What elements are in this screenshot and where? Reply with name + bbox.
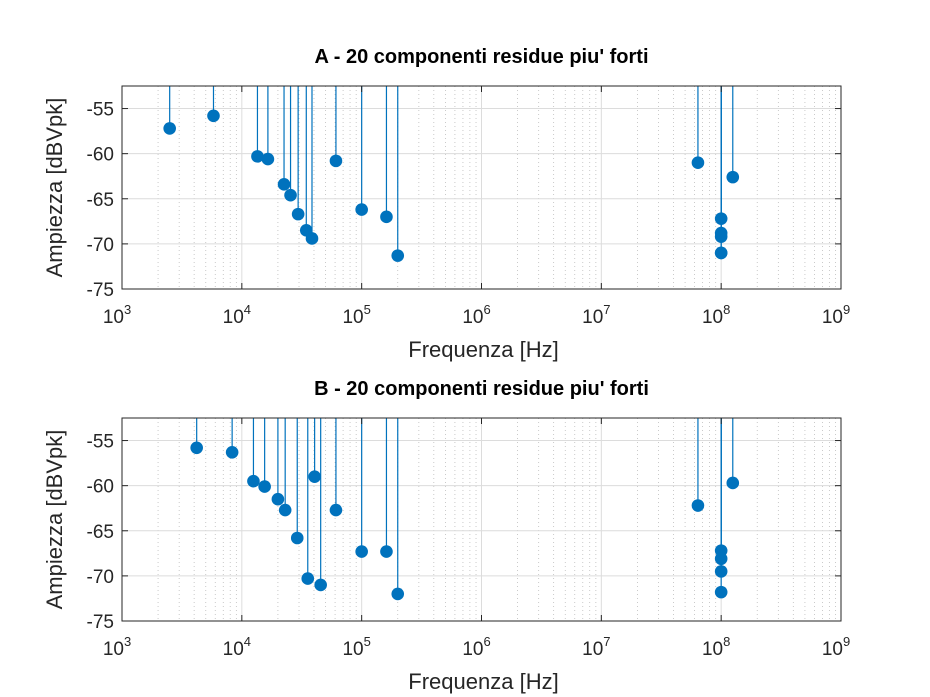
x-tick-label: 107 bbox=[582, 302, 610, 328]
x-tick-label: 109 bbox=[822, 302, 850, 328]
x-tick-label: 108 bbox=[702, 302, 730, 328]
data-point bbox=[163, 122, 176, 135]
data-point bbox=[726, 170, 740, 184]
chart-title: B - 20 componenti residue piu' forti bbox=[314, 378, 649, 400]
x-tick-label: 107 bbox=[582, 634, 610, 660]
data-series bbox=[190, 418, 740, 601]
data-point bbox=[290, 531, 304, 545]
data-point bbox=[251, 150, 264, 163]
y-axis-label: Ampiezza [dBVpk] bbox=[42, 98, 67, 278]
data-point bbox=[714, 585, 728, 599]
data-point bbox=[190, 441, 203, 455]
y-tick-label: -60 bbox=[87, 145, 114, 166]
y-tick-label: -65 bbox=[87, 522, 114, 543]
x-tick-label: 103 bbox=[103, 634, 131, 660]
data-point bbox=[391, 249, 405, 262]
data-point bbox=[355, 545, 368, 558]
data-point bbox=[314, 578, 327, 592]
y-tick-label: -65 bbox=[87, 190, 114, 211]
x-tick-label: 104 bbox=[223, 634, 251, 660]
y-tick-label: -55 bbox=[87, 100, 114, 121]
chart-title: A - 20 componenti residue piu' forti bbox=[314, 46, 648, 68]
data-point bbox=[329, 154, 343, 168]
data-point bbox=[380, 545, 393, 558]
y-tick-label: -70 bbox=[87, 235, 114, 256]
y-tick-label: -60 bbox=[87, 477, 114, 498]
panel-b: B - 20 componenti residue piu' forti -75 -… bbox=[42, 378, 850, 694]
data-point bbox=[301, 572, 315, 585]
data-point bbox=[278, 503, 292, 517]
data-point bbox=[225, 445, 239, 459]
data-point bbox=[691, 156, 705, 169]
data-point bbox=[391, 587, 405, 601]
data-point bbox=[726, 476, 740, 490]
y-tick-label: -55 bbox=[87, 432, 114, 453]
x-axis-label: Frequenza [Hz] bbox=[408, 337, 558, 362]
data-point bbox=[284, 188, 297, 202]
y-tick-label: -75 bbox=[87, 612, 114, 633]
y-axis-label: Ampiezza [dBVpk] bbox=[42, 430, 67, 610]
x-tick-label: 104 bbox=[223, 302, 251, 328]
data-point bbox=[329, 503, 343, 517]
data-point bbox=[308, 470, 321, 483]
data-point bbox=[258, 480, 271, 493]
y-tick-label: -70 bbox=[87, 567, 114, 588]
data-point bbox=[247, 474, 260, 488]
x-axis-label: Frequenza [Hz] bbox=[408, 669, 558, 694]
y-tick-label: -75 bbox=[87, 280, 114, 301]
data-series bbox=[163, 86, 740, 262]
x-tick-label: 105 bbox=[342, 302, 370, 328]
data-point bbox=[355, 203, 368, 216]
data-point bbox=[261, 152, 275, 166]
data-point bbox=[277, 178, 291, 191]
data-point bbox=[271, 492, 285, 506]
data-point bbox=[305, 232, 319, 245]
x-tick-label: 108 bbox=[702, 634, 730, 660]
panel-a: A - 20 componenti residue piu' forti -75 -… bbox=[42, 46, 850, 362]
x-tick-label: 106 bbox=[462, 302, 490, 328]
data-point bbox=[691, 499, 705, 512]
data-point bbox=[380, 210, 393, 224]
x-tick-label: 105 bbox=[342, 634, 370, 660]
data-point bbox=[291, 207, 305, 221]
x-tick-label: 109 bbox=[822, 634, 850, 660]
data-point bbox=[207, 109, 220, 123]
x-tick-label: 103 bbox=[103, 302, 131, 328]
data-point bbox=[714, 246, 728, 260]
x-tick-label: 106 bbox=[462, 634, 490, 660]
